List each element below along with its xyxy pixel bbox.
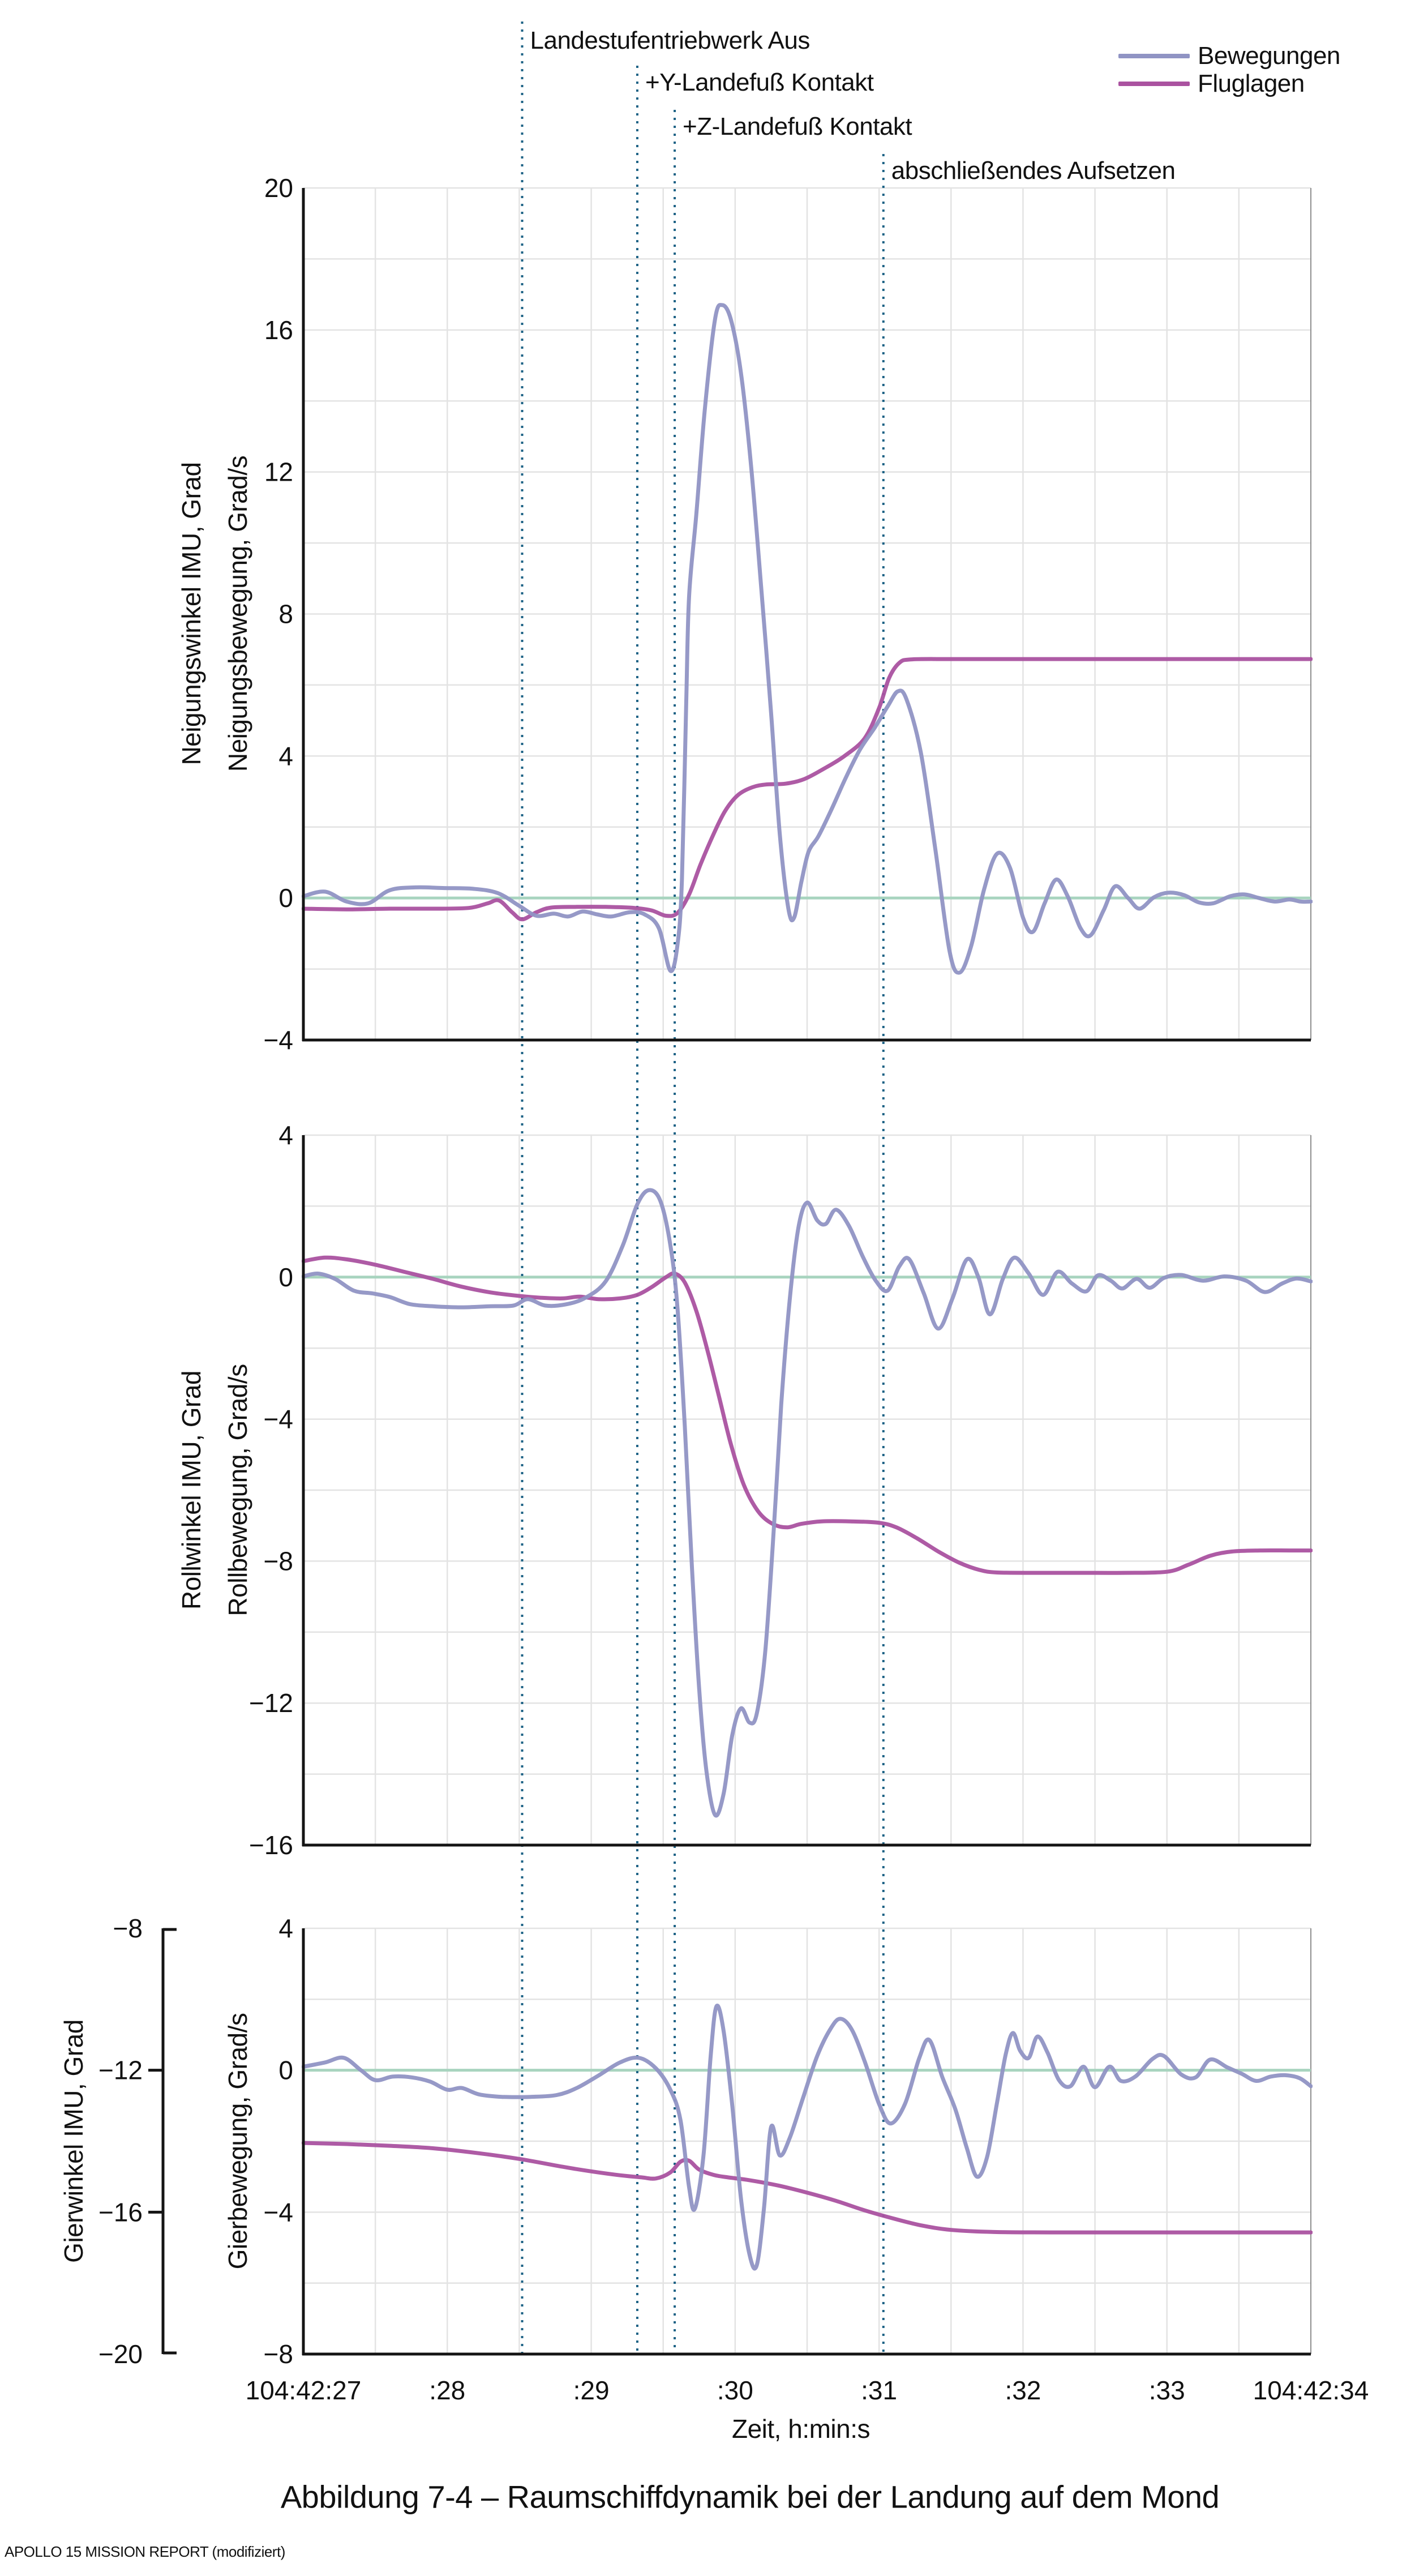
x-tick-label: 104:42:27 <box>246 2376 362 2405</box>
event-label-y-footpad-contact: +Y-Landefuß Kontakt <box>645 69 874 96</box>
curves-layer <box>302 303 1313 2271</box>
event-label-final-touchdown: abschließendes Aufsetzen <box>891 157 1176 185</box>
legend-item-fluglagen: Fluglagen <box>1118 70 1340 97</box>
y-tick-label: 12 <box>264 457 293 487</box>
y-tick-label: −4 <box>264 1405 293 1434</box>
roll-fluglagen-curve <box>302 1255 1313 1575</box>
fluglagen-line-swatch <box>1118 81 1190 86</box>
y-tick-label: −8 <box>264 2339 293 2369</box>
event-label-engine-off: Landestufentriebwerk Aus <box>530 27 811 54</box>
yaw-angle-axis-title: Gierwinkel IMU, Grad <box>59 2019 88 2263</box>
y-tick-label: −4 <box>264 2197 293 2227</box>
y-tick-label: 0 <box>278 883 293 913</box>
x-tick-label: :33 <box>1149 2376 1185 2405</box>
bewegungen-line-swatch <box>1118 53 1190 58</box>
y-tick-label: 0 <box>278 1263 293 1292</box>
x-axis-title: Zeit, h:min:s <box>731 2414 871 2444</box>
y-tick-label: 16 <box>264 315 293 345</box>
x-tick-label: :29 <box>573 2376 610 2405</box>
y-tick-label: 20 <box>264 173 293 203</box>
pitch-angle-axis-title: Neigungswinkel IMU, Grad <box>177 462 206 765</box>
y-tick-label: 0 <box>278 2056 293 2085</box>
pitch-plot-curves <box>302 303 1313 975</box>
yaw-fluglagen-curve <box>302 2141 1313 2235</box>
yaw-bewegungen-curve <box>302 2003 1313 2271</box>
legend-label: Bewegungen <box>1198 41 1340 70</box>
figure-caption: Abbildung 7-4 – Raumschiffdynamik bei de… <box>280 2479 1220 2515</box>
legend-item-bewegungen: Bewegungen <box>1118 42 1340 70</box>
yaw-angle-tick-label: −20 <box>98 2339 143 2369</box>
roll-angle-axis-title: Rollwinkel IMU, Grad <box>177 1371 206 1610</box>
x-tick-label: 104:42:34 <box>1253 2376 1369 2405</box>
x-tick-label: :31 <box>861 2376 897 2405</box>
yaw-angle-tick-label: −16 <box>98 2197 143 2227</box>
y-tick-label: 4 <box>278 741 293 771</box>
y-tick-label: −16 <box>249 1830 293 1860</box>
pitch-fluglagen-curve <box>302 657 1313 922</box>
x-tick-label: :30 <box>717 2376 753 2405</box>
y-tick-label: −12 <box>249 1688 293 1718</box>
x-tick-label: :28 <box>429 2376 465 2405</box>
y-tick-label: 8 <box>278 600 293 629</box>
event-label-z-footpad-contact: +Z-Landefuß Kontakt <box>683 113 912 140</box>
roll-bewegungen-curve <box>302 1188 1313 1818</box>
yaw-plot-curves <box>302 2003 1313 2271</box>
y-tick-label: 4 <box>278 1914 293 1943</box>
roll-rate-axis-title: Rollbewegung, Grad/s <box>223 1364 252 1616</box>
event-lines-layer <box>521 22 885 2354</box>
roll-plot-curves <box>302 1188 1313 1818</box>
y-tick-label: 4 <box>278 1120 293 1150</box>
y-tick-label: −4 <box>264 1025 293 1055</box>
y-tick-label: −8 <box>264 1546 293 1576</box>
legend: Bewegungen Fluglagen <box>1118 42 1340 97</box>
axes-layer: −8 −12 −16 −20 104:42:27 :28 :29 :30 :31 :32 :33 10… <box>98 188 1369 2405</box>
yaw-angle-tick-label: −8 <box>113 1914 143 1943</box>
yaw-rate-axis-title: Gierbewegung, Grad/s <box>223 2013 252 2270</box>
legend-label: Fluglagen <box>1198 69 1305 97</box>
yaw-angle-tick-label: −12 <box>98 2056 143 2085</box>
pitch-rate-axis-title: Neigungsbewegung, Grad/s <box>223 455 252 772</box>
pitch-bewegungen-curve <box>302 303 1313 975</box>
x-tick-label: :32 <box>1005 2376 1041 2405</box>
source-note: APOLLO 15 MISSION REPORT (modifiziert) <box>5 2543 285 2560</box>
